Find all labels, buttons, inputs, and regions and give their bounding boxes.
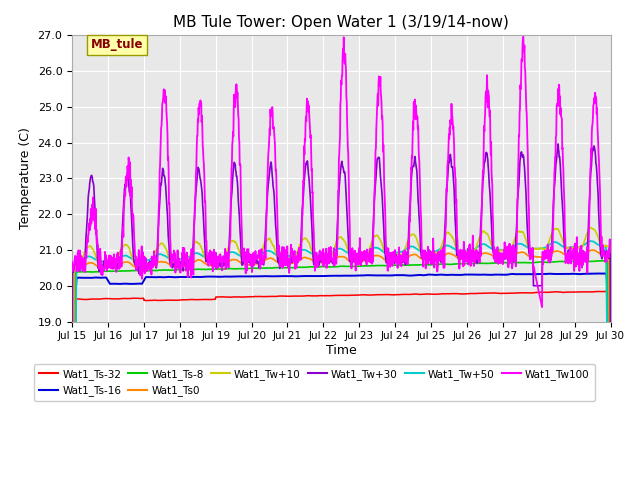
X-axis label: Time: Time [326,344,356,357]
Text: MB_tule: MB_tule [91,38,143,51]
Title: MB Tule Tower: Open Water 1 (3/19/14-now): MB Tule Tower: Open Water 1 (3/19/14-now… [173,15,509,30]
Y-axis label: Temperature (C): Temperature (C) [19,128,32,229]
Legend: Wat1_Ts-32, Wat1_Ts-16, Wat1_Ts-8, Wat1_Ts0, Wat1_Tw+10, Wat1_Tw+30, Wat1_Tw+50,: Wat1_Ts-32, Wat1_Ts-16, Wat1_Ts-8, Wat1_… [34,364,595,401]
